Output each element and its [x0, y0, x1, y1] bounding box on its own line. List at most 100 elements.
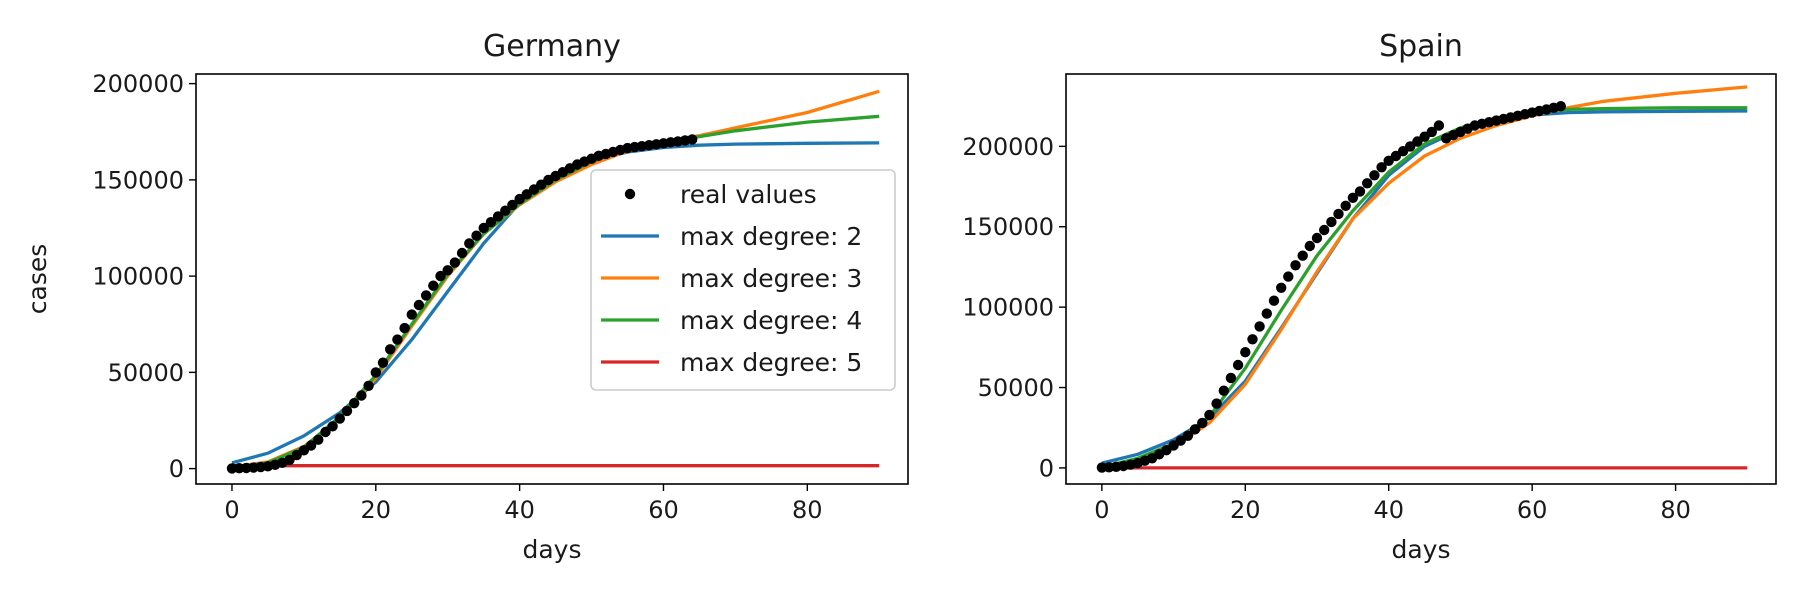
- real-value-point: [687, 134, 698, 145]
- real-value-point: [1376, 162, 1387, 173]
- y-axis-label: cases: [23, 244, 52, 315]
- real-value-point: [507, 199, 518, 211]
- real-value-point: [442, 265, 453, 276]
- real-value-point: [1218, 385, 1230, 396]
- legend-label-max-degree-3: max degree: 3: [680, 264, 862, 293]
- real-value-point: [1189, 424, 1201, 435]
- real-value-point: [413, 299, 425, 311]
- legend-marker-real-values: [624, 188, 636, 200]
- real-value-point: [1555, 101, 1567, 112]
- x-tick-label: 40: [504, 496, 535, 524]
- x-tick-label: 60: [648, 496, 679, 524]
- real-value-point: [327, 421, 338, 432]
- x-tick-label: 60: [1517, 496, 1548, 524]
- real-value-point: [349, 398, 360, 409]
- real-value-point: [1426, 126, 1438, 138]
- real-value-point: [356, 390, 367, 401]
- real-value-point: [1333, 208, 1344, 220]
- chart-germany: 0 20 40 60 80 0 50000 100000 150000 200000 Germany…: [23, 29, 909, 564]
- real-value-point: [1211, 398, 1222, 409]
- chart-title: Spain: [1379, 29, 1463, 64]
- real-value-point: [320, 426, 331, 438]
- real-value-point: [1433, 120, 1445, 131]
- plot-frame: [1065, 73, 1777, 485]
- plot-area: [226, 89, 880, 474]
- y-tick-label: 100000: [92, 263, 184, 291]
- legend-label-real-values: real values: [680, 180, 817, 209]
- real-value-point: [478, 222, 489, 234]
- real-value-point: [1240, 347, 1251, 358]
- series-line-max-degree-4: [1101, 106, 1748, 469]
- real-value-point: [428, 280, 439, 291]
- chart-spain: 0 20 40 60 80 0 50000 100000 150000 200000 Spain da…: [962, 29, 1777, 564]
- x-tick-label: 0: [1094, 496, 1109, 524]
- real-value-point: [1340, 200, 1351, 211]
- real-value-point: [1354, 186, 1366, 197]
- real-value-point: [1247, 334, 1258, 345]
- real-value-point: [1204, 409, 1215, 421]
- real-value-point: [1276, 282, 1287, 293]
- x-axis-label: days: [522, 535, 581, 564]
- real-value-point: [334, 413, 345, 424]
- real-value-point: [449, 257, 461, 268]
- plot-frame: [195, 73, 909, 485]
- legend: real values max degree: 2 max degree: 3 max…: [590, 169, 896, 391]
- y-tick-label: 200000: [962, 133, 1054, 161]
- real-value-point: [377, 357, 389, 368]
- real-value-point: [1369, 170, 1380, 181]
- x-tick-label: 80: [1660, 496, 1691, 524]
- real-value-point: [1254, 321, 1265, 332]
- real-value-point: [1362, 178, 1373, 189]
- chart-title: Germany: [483, 29, 621, 64]
- real-value-point: [1268, 295, 1280, 306]
- real-value-point: [305, 440, 317, 451]
- real-value-point: [456, 247, 468, 259]
- real-value-point: [1225, 372, 1237, 384]
- x-tick-label: 80: [792, 496, 823, 524]
- real-value-point: [363, 380, 374, 391]
- legend-box: [590, 169, 896, 391]
- y-tick-label: 150000: [92, 166, 184, 194]
- real-value-point: [1283, 271, 1294, 282]
- real-value-point: [492, 211, 504, 222]
- y-tick-label: 0: [169, 455, 184, 483]
- real-value-point: [1290, 260, 1301, 271]
- y-tick-label: 50000: [108, 359, 184, 387]
- x-axis-label: days: [1391, 535, 1450, 564]
- real-value-point: [1304, 240, 1316, 252]
- real-value-point: [1232, 359, 1244, 371]
- real-value-point: [1297, 250, 1308, 261]
- real-value-point: [392, 334, 403, 345]
- real-value-point: [485, 217, 497, 228]
- y-tick-label: 150000: [962, 213, 1054, 241]
- real-value-point: [1311, 232, 1323, 244]
- real-value-point: [1347, 192, 1359, 203]
- series-line-max-degree-2: [1101, 109, 1748, 465]
- legend-label-max-degree-4: max degree: 4: [680, 306, 862, 335]
- x-tick-label: 20: [1230, 496, 1261, 524]
- y-tick-label: 100000: [962, 294, 1054, 322]
- real-value-point: [1319, 224, 1330, 236]
- real-value-point: [1197, 417, 1208, 429]
- legend-label-max-degree-5: max degree: 5: [680, 348, 862, 377]
- x-tick-label: 0: [224, 496, 239, 524]
- real-value-point: [370, 367, 381, 378]
- real-value-point: [385, 344, 396, 355]
- real-value-point: [1182, 430, 1194, 441]
- real-value-point: [435, 270, 446, 282]
- real-value-point: [399, 322, 410, 334]
- real-value-point: [1261, 308, 1273, 319]
- real-value-point: [471, 230, 482, 241]
- real-value-point: [420, 290, 432, 301]
- real-value-point: [341, 405, 353, 417]
- real-value-point: [500, 205, 511, 216]
- real-value-point: [464, 238, 475, 249]
- plot-area: [1096, 85, 1748, 473]
- real-value-point: [313, 434, 324, 445]
- legend-label-max-degree-2: max degree: 2: [680, 222, 862, 251]
- y-tick-label: 0: [1039, 454, 1054, 482]
- real-value-point: [1326, 216, 1337, 228]
- real-value-point: [406, 309, 417, 320]
- x-tick-label: 40: [1373, 496, 1404, 524]
